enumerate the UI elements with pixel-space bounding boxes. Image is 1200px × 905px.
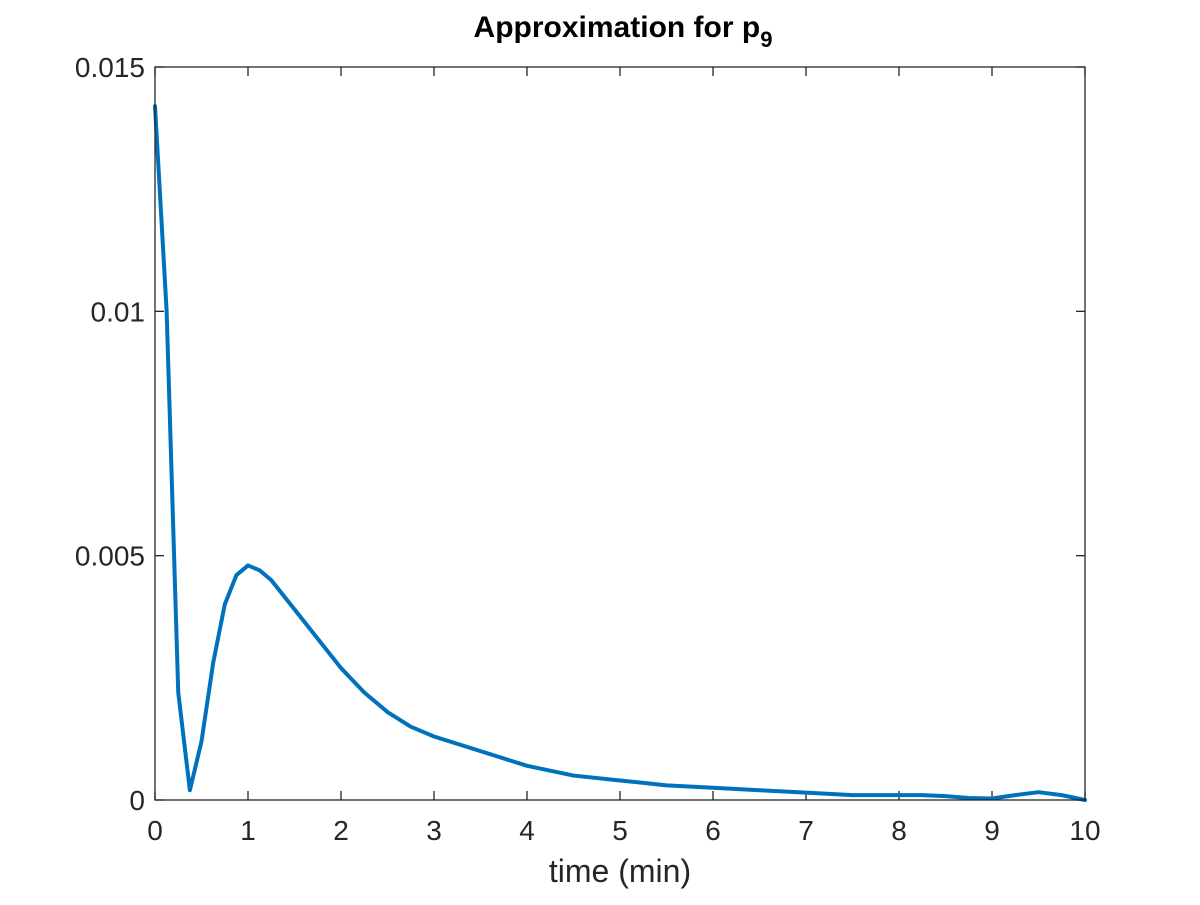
- x-axis-label: time (min): [549, 853, 691, 889]
- plot-area-frame: [154, 66, 1086, 801]
- chart-title-main: Approximation for p: [474, 11, 761, 44]
- series-line: [153, 104, 1087, 802]
- x-tick-label: 0: [147, 815, 163, 846]
- x-tick-label: 4: [519, 815, 535, 846]
- x-tick-label: 7: [798, 815, 814, 846]
- x-tick-label: 9: [984, 815, 1000, 846]
- x-tick-label: 8: [891, 815, 907, 846]
- x-tick-label: 6: [705, 815, 721, 846]
- chart-title-subscript: 9: [760, 27, 772, 52]
- y-tick-label: 0.015: [75, 52, 145, 83]
- y-tick-label: 0.01: [91, 296, 146, 327]
- tick-labels: 0 1 2 3 4 5 6 7 8 9 10 0 0.005 0.01 0.015: [75, 52, 1101, 846]
- x-tick-label: 3: [426, 815, 442, 846]
- x-tick-label: 5: [612, 815, 628, 846]
- x-tick-label: 10: [1069, 815, 1100, 846]
- y-tick-label: 0.005: [75, 541, 145, 572]
- x-tick-label: 2: [333, 815, 349, 846]
- chart-title: Approximation for p9: [474, 11, 773, 52]
- x-tick-label: 1: [240, 815, 256, 846]
- y-tick-label: 0: [129, 785, 145, 816]
